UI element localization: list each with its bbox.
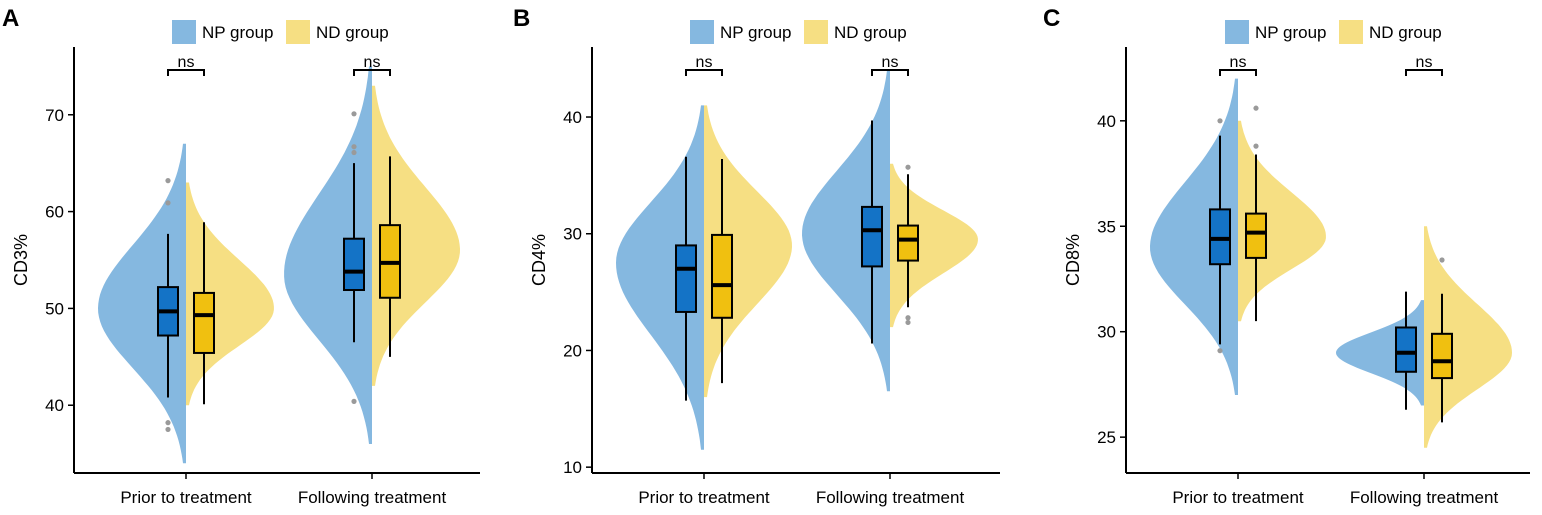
outlier-nd-1-2: [905, 319, 911, 326]
outlier-nd-0-1: [1253, 143, 1259, 149]
significance-label-0: ns: [696, 54, 713, 71]
x-tick-label-0: Prior to treatment: [638, 488, 770, 507]
significance-bracket-1: [871, 69, 909, 76]
outlier-np-0-2: [165, 420, 171, 426]
violin-nd-1: [1424, 226, 1512, 448]
box-nd-1: [1431, 332, 1453, 380]
legend-swatch-nd: [804, 20, 828, 44]
y-tick-label-1: 20: [563, 341, 582, 360]
outlier-np-1-0: [351, 111, 357, 117]
legend-label-np: NP group: [1255, 23, 1327, 42]
legend-label-nd: ND group: [1369, 23, 1442, 42]
legend: NP group ND group: [1225, 20, 1442, 44]
significance-label-1: ns: [882, 54, 899, 71]
panel-c: C NP group ND group ns Prior to treatment ns F…: [1043, 5, 1530, 507]
violin-np-0: [1150, 78, 1238, 395]
outlier-np-0-1: [165, 200, 171, 206]
y-axis-label: CD4%: [529, 234, 549, 286]
box-np-0: [1209, 208, 1231, 266]
box-nd-0: [711, 233, 733, 319]
significance-label-1: ns: [364, 54, 381, 71]
panel-a: A NP group ND group ns Prior to treatment ns F…: [2, 5, 480, 507]
violin-np-0: [98, 143, 186, 464]
outlier-np-0-1: [1217, 348, 1223, 354]
y-tick-label-3: 40: [1097, 112, 1116, 131]
y-tick-label-2: 30: [563, 225, 582, 244]
violin-np-0: [616, 105, 704, 450]
significance-label-0: ns: [1230, 54, 1247, 71]
legend-label-np: NP group: [202, 23, 274, 42]
x-tick-label-1: Following treatment: [298, 488, 447, 507]
legend-swatch-nd: [1339, 20, 1363, 44]
significance-bracket-0: [685, 69, 723, 76]
panel-label: C: [1043, 5, 1060, 32]
y-tick-label-3: 70: [45, 106, 64, 125]
violin-nd-0: [704, 105, 792, 398]
legend-label-nd: ND group: [834, 23, 907, 42]
legend: NP group ND group: [690, 20, 907, 44]
y-tick-label-2: 60: [45, 203, 64, 222]
box-nd-0: [193, 291, 215, 354]
y-tick-label-1: 50: [45, 299, 64, 318]
outlier-np-0-0: [165, 178, 171, 184]
y-tick-label-0: 25: [1097, 428, 1116, 447]
x-tick-label-1: Following treatment: [1350, 488, 1499, 507]
significance-bracket-1: [1405, 69, 1443, 76]
outlier-np-0-3: [165, 426, 171, 433]
outlier-nd-1-0: [905, 164, 911, 170]
panel-label: A: [2, 5, 19, 32]
x-tick-label-1: Following treatment: [816, 488, 965, 507]
violin-np-1: [1336, 300, 1424, 406]
panel-label: B: [513, 5, 530, 32]
significance-bracket-0: [167, 69, 205, 76]
legend-label-np: NP group: [720, 23, 792, 42]
box-nd-1: [897, 224, 919, 262]
violin-np-1: [284, 66, 372, 445]
significance-bracket-0: [1219, 69, 1257, 76]
panel-b: B NP group ND group ns Prior to treatment ns F…: [513, 5, 1000, 507]
significance-label-1: ns: [1416, 54, 1433, 71]
significance-label-0: ns: [178, 54, 195, 71]
violin-nd-1: [372, 85, 460, 386]
outlier-np-1-2: [351, 149, 357, 156]
box-nd-0: [1245, 212, 1267, 259]
outlier-nd-1-0: [1439, 257, 1445, 263]
box-np-1: [343, 237, 365, 292]
y-tick-label-2: 35: [1097, 217, 1116, 236]
outlier-np-1-3: [351, 398, 357, 404]
box-np-0: [675, 244, 697, 313]
outlier-nd-1-1: [905, 315, 911, 321]
y-tick-label-3: 40: [563, 108, 582, 127]
legend-swatch-nd: [286, 20, 310, 44]
box-np-1: [861, 205, 883, 268]
outlier-np-1-1: [351, 144, 357, 150]
legend-swatch-np: [690, 20, 714, 44]
x-tick-label-0: Prior to treatment: [120, 488, 252, 507]
x-tick-label-0: Prior to treatment: [1172, 488, 1304, 507]
legend-label-nd: ND group: [316, 23, 389, 42]
y-tick-label-0: 10: [563, 458, 582, 477]
significance-bracket-1: [353, 69, 391, 76]
violin-nd-0: [1238, 120, 1326, 322]
violin-np-1: [802, 70, 890, 392]
outlier-nd-0-0: [1253, 105, 1259, 111]
y-axis-label: CD3%: [11, 234, 31, 286]
legend-swatch-np: [1225, 20, 1249, 44]
legend-swatch-np: [172, 20, 196, 44]
box-np-1: [1395, 326, 1417, 373]
violin-nd-1: [890, 163, 978, 328]
y-tick-label-1: 30: [1097, 323, 1116, 342]
y-axis-label: CD8%: [1063, 234, 1083, 286]
y-tick-label-0: 40: [45, 396, 64, 415]
legend: NP group ND group: [172, 20, 389, 44]
outlier-np-0-0: [1217, 118, 1223, 124]
